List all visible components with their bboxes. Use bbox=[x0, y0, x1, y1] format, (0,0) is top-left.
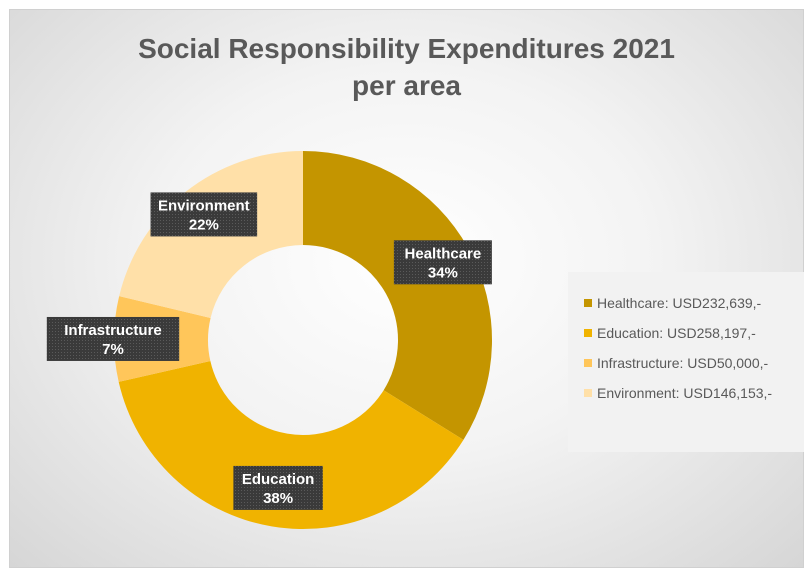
legend-item-healthcare: Healthcare: USD232,639,- bbox=[584, 288, 804, 318]
legend-item-infrastructure: Infrastructure: USD50,000,- bbox=[584, 348, 804, 378]
legend-label-environment: Environment: USD146,153,- bbox=[597, 385, 773, 401]
legend-label-infrastructure: Infrastructure: USD50,000,- bbox=[597, 355, 769, 371]
legend-item-education: Education: USD258,197,- bbox=[584, 318, 804, 348]
data-label-category: Infrastructure bbox=[64, 322, 162, 339]
donut-slice-healthcare bbox=[303, 151, 492, 440]
chart-area: Social Responsibility Expenditures 2021 … bbox=[9, 9, 804, 568]
chart-title-line-1: Social Responsibility Expenditures 2021 bbox=[138, 33, 675, 64]
legend-swatch-healthcare bbox=[584, 299, 592, 307]
data-label-infrastructure: Infrastructure 7% bbox=[46, 316, 180, 361]
data-label-percent: 34% bbox=[428, 264, 458, 281]
legend-label-education: Education: USD258,197,- bbox=[597, 325, 756, 341]
data-label-category: Environment bbox=[158, 197, 250, 214]
data-label-percent: 38% bbox=[263, 490, 293, 507]
legend: Healthcare: USD232,639,- Education: USD2… bbox=[568, 272, 804, 452]
data-label-category: Education bbox=[242, 471, 315, 488]
data-label-percent: 7% bbox=[102, 341, 124, 358]
legend-swatch-education bbox=[584, 329, 592, 337]
legend-label-healthcare: Healthcare: USD232,639,- bbox=[597, 295, 762, 311]
chart-title: Social Responsibility Expenditures 2021 … bbox=[10, 30, 803, 104]
data-label-environment: Environment 22% bbox=[150, 192, 258, 237]
donut-chart: Healthcare 34% Education 38% Infrastructure 7… bbox=[46, 151, 492, 529]
data-label-box bbox=[233, 465, 323, 510]
data-label-box bbox=[46, 316, 180, 361]
legend-swatch-infrastructure bbox=[584, 359, 592, 367]
legend-swatch-environment bbox=[584, 389, 592, 397]
data-label-percent: 22% bbox=[189, 216, 219, 233]
data-label-category: Healthcare bbox=[405, 245, 482, 262]
data-label-box bbox=[150, 192, 258, 237]
legend-item-environment: Environment: USD146,153,- bbox=[584, 378, 804, 408]
data-label-box bbox=[393, 240, 492, 285]
data-label-healthcare: Healthcare 34% bbox=[393, 240, 492, 285]
chart-title-line-2: per area bbox=[352, 70, 461, 101]
donut-slice-education bbox=[118, 361, 464, 529]
data-label-education: Education 38% bbox=[233, 465, 323, 510]
